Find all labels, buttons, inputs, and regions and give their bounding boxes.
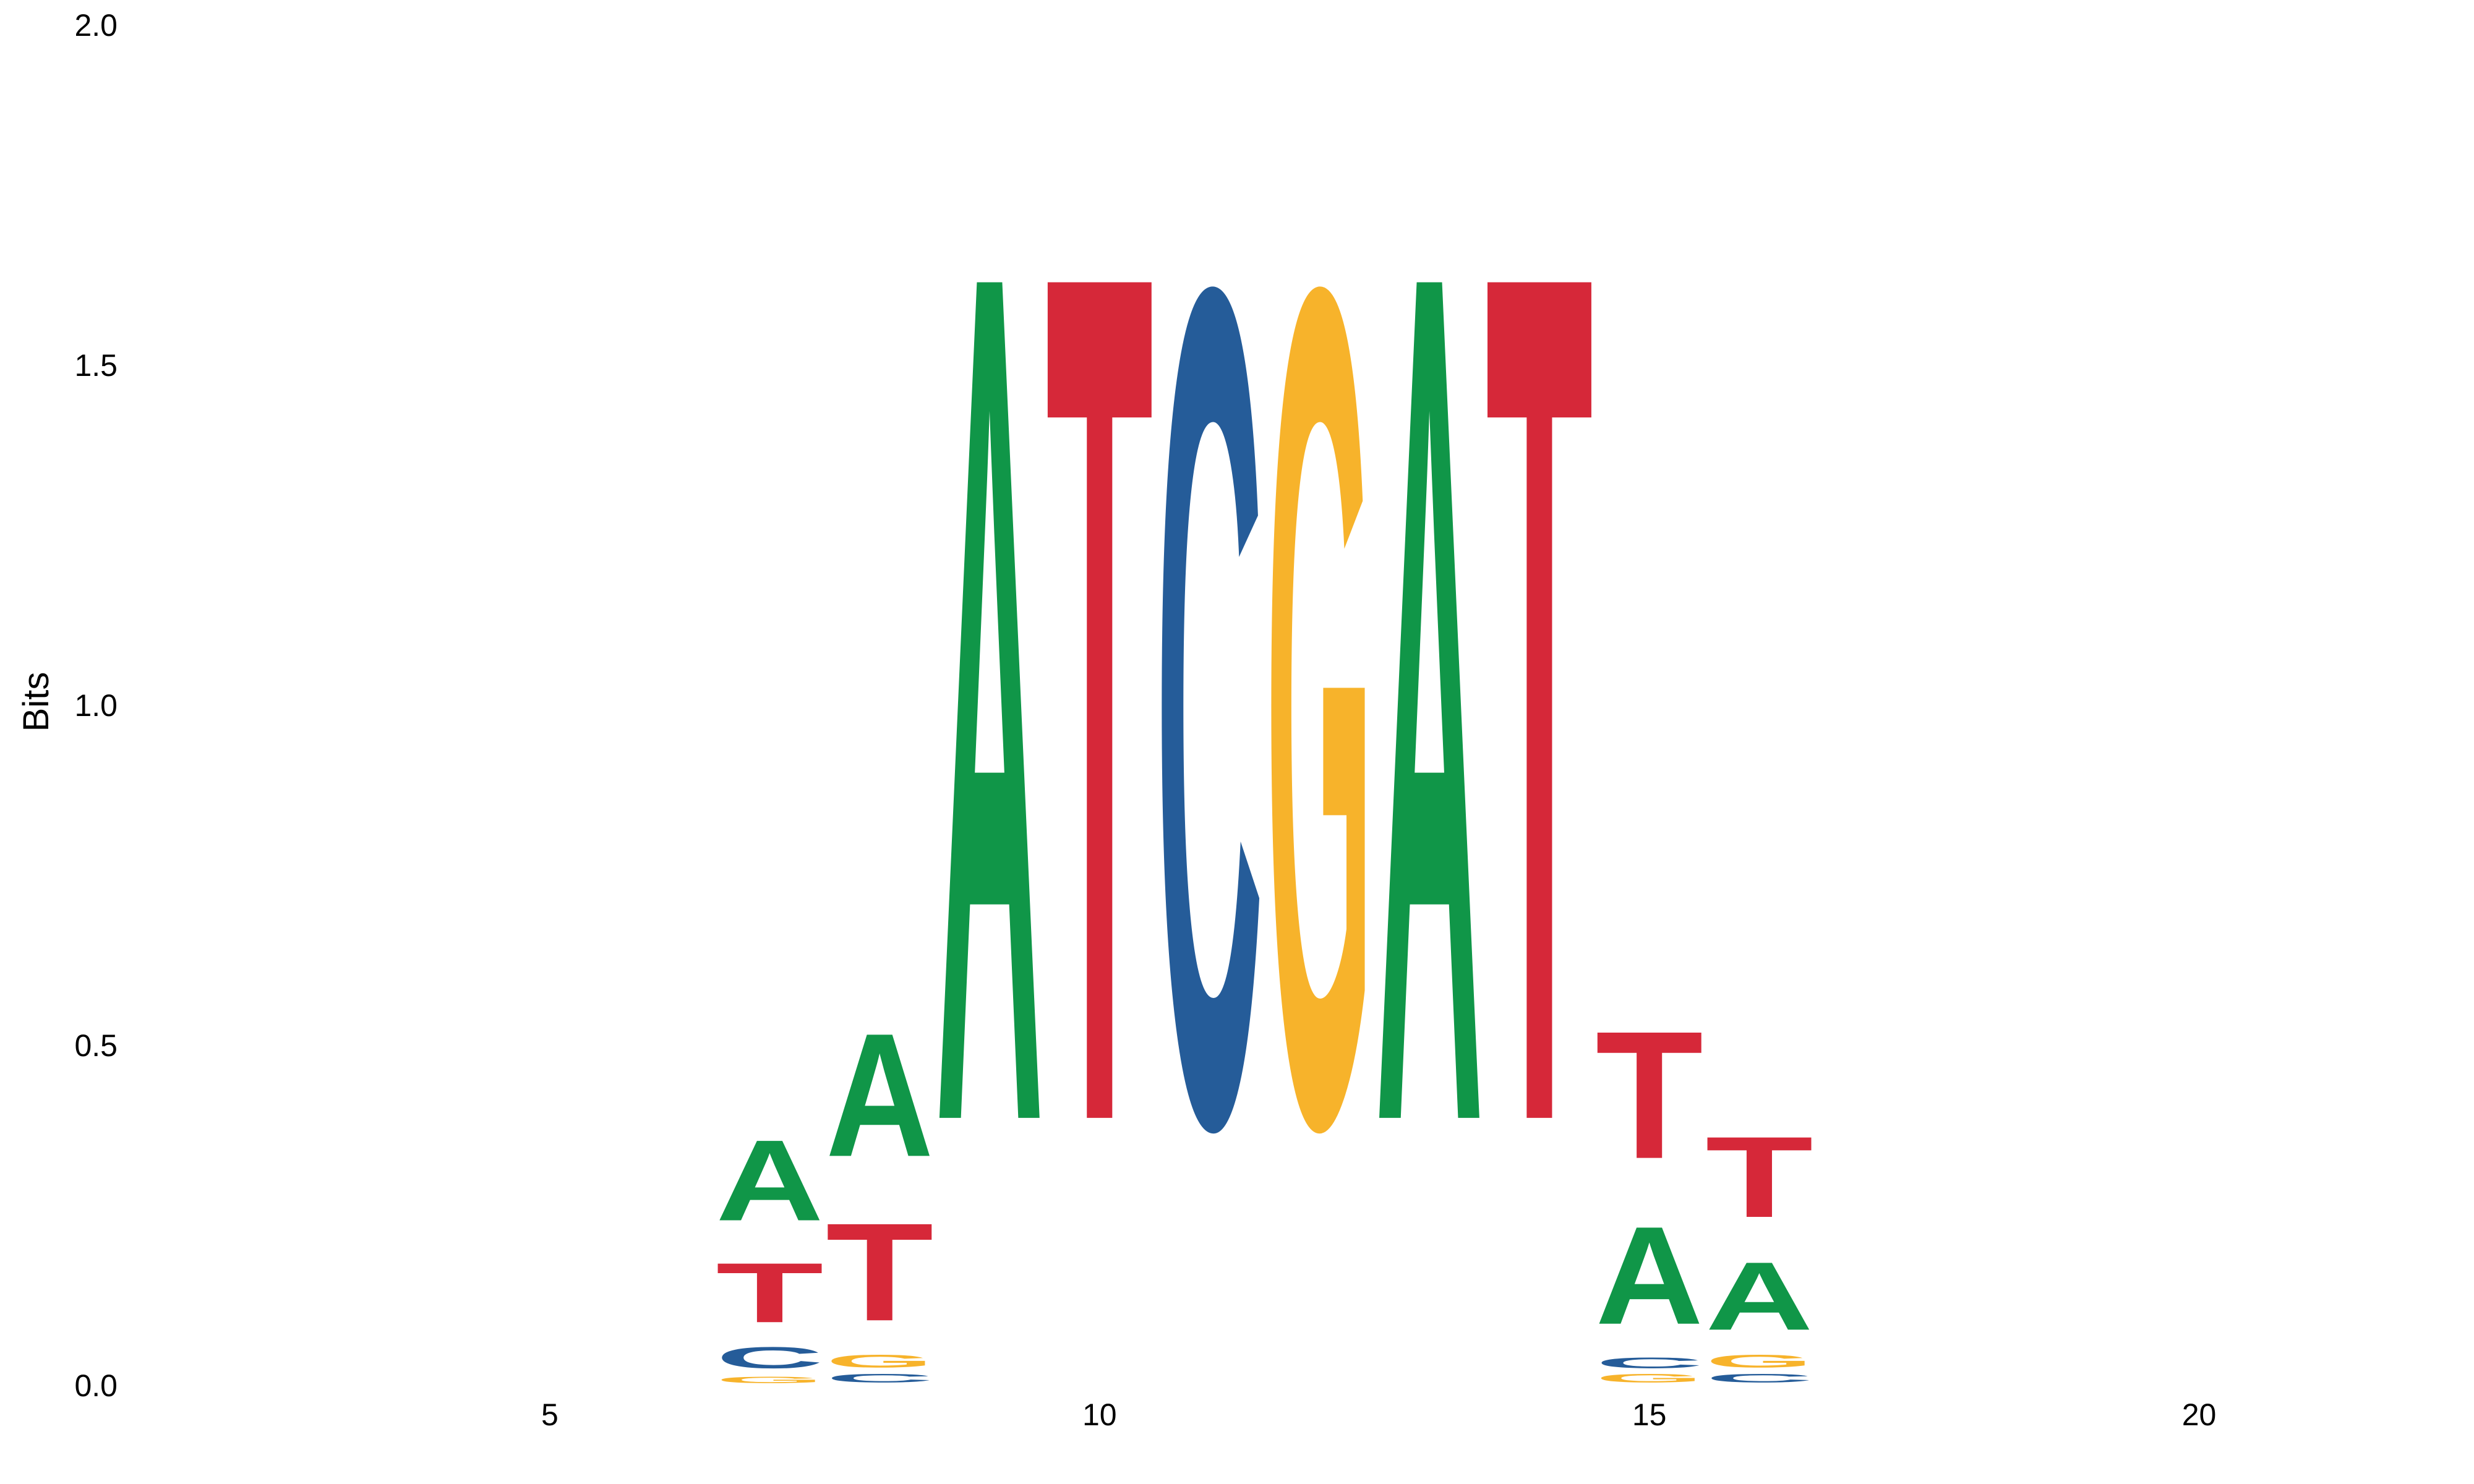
- y-tick-label: 1.0: [74, 688, 118, 723]
- logo-letter-g: G: [716, 1375, 823, 1385]
- logo-letter-g: G: [1705, 1351, 1813, 1371]
- logo-letter-t: T: [826, 1194, 933, 1350]
- logo-letter-c: C: [1705, 1371, 1813, 1385]
- logo-letter-g: G: [1596, 1371, 1703, 1385]
- x-tick-label: 10: [1082, 1397, 1117, 1432]
- logo-letter-a: A: [936, 18, 1043, 1375]
- y-axis-title: Bits: [16, 672, 56, 732]
- y-axis-ticks: 0.0 0.5 1.0 1.5 2.0: [74, 8, 118, 1403]
- logo-letter-t: T: [1596, 994, 1703, 1196]
- logo-letter-a: A: [1376, 18, 1483, 1375]
- logo-letter-c: C: [1596, 1355, 1703, 1371]
- x-tick-label: 20: [2182, 1397, 2217, 1432]
- logo-letter-g: G: [1265, 39, 1373, 1376]
- logo-letter-t: T: [1705, 1113, 1813, 1242]
- logo-letter-t: T: [716, 1245, 823, 1341]
- x-axis-ticks: 5 10 15 20: [541, 1397, 2216, 1432]
- y-tick-label: 2.0: [74, 8, 118, 43]
- x-tick-label: 15: [1632, 1397, 1667, 1432]
- y-tick-label: 0.0: [74, 1368, 118, 1403]
- x-tick-label: 5: [541, 1397, 559, 1432]
- logo-letter-c: C: [716, 1341, 823, 1375]
- logo-letter-c: C: [1155, 40, 1263, 1376]
- y-tick-label: 0.5: [74, 1028, 118, 1063]
- y-tick-label: 1.5: [74, 348, 118, 383]
- logo-letter-t: T: [1486, 19, 1593, 1375]
- logo-letter-a: A: [716, 1116, 823, 1245]
- logo-letter-a: A: [826, 996, 933, 1193]
- logo-letter-c: C: [826, 1371, 933, 1385]
- logo-letter-a: A: [1596, 1197, 1703, 1354]
- logo-letter-a: A: [1705, 1242, 1813, 1350]
- logo-letter-t: T: [1046, 19, 1154, 1375]
- logo-letter-g: G: [826, 1351, 933, 1371]
